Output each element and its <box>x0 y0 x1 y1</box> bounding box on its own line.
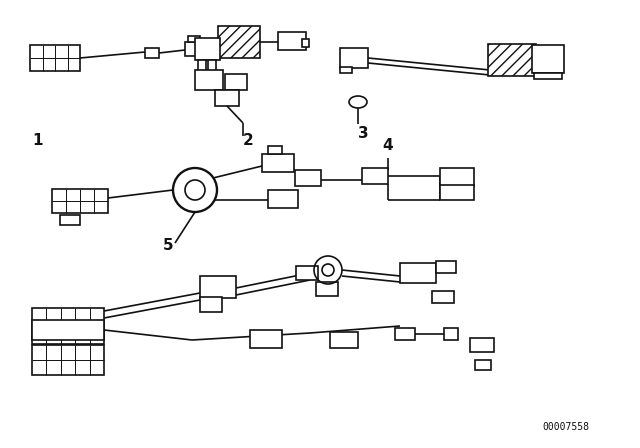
Bar <box>475 360 491 370</box>
Bar <box>432 291 454 303</box>
Bar <box>330 332 358 348</box>
Bar <box>218 26 260 58</box>
Bar <box>268 190 298 208</box>
Bar <box>268 146 282 154</box>
Bar <box>198 60 206 72</box>
Text: 5: 5 <box>163 238 173 253</box>
Bar <box>395 328 415 340</box>
Bar <box>302 39 309 47</box>
Bar <box>195 38 220 60</box>
Bar <box>250 330 282 348</box>
Bar <box>32 320 104 340</box>
Bar <box>295 170 321 186</box>
Text: 3: 3 <box>358 126 368 141</box>
Bar <box>145 48 159 58</box>
Bar <box>30 45 80 71</box>
Text: 2: 2 <box>243 133 253 148</box>
Bar <box>296 266 318 280</box>
Text: 1: 1 <box>33 133 44 148</box>
Text: 00007558: 00007558 <box>543 422 589 432</box>
Bar <box>215 90 239 106</box>
Bar <box>32 345 104 375</box>
Bar <box>488 44 536 76</box>
Bar <box>440 185 474 200</box>
Bar <box>362 168 388 184</box>
Bar <box>32 308 104 344</box>
Bar <box>470 338 494 352</box>
Bar <box>208 60 216 72</box>
Bar <box>185 42 205 56</box>
Bar <box>316 282 338 296</box>
Bar <box>532 45 564 73</box>
Bar <box>200 297 222 312</box>
Bar <box>225 74 247 90</box>
Bar <box>444 328 458 340</box>
Bar <box>52 189 108 213</box>
Bar <box>195 70 223 90</box>
Bar <box>201 46 207 53</box>
Bar <box>188 36 200 42</box>
Bar <box>200 276 236 298</box>
Bar <box>436 261 456 273</box>
Bar <box>340 67 352 73</box>
Bar <box>400 263 436 283</box>
Bar <box>278 32 306 50</box>
Bar <box>534 73 562 79</box>
Bar <box>60 215 80 225</box>
Bar <box>262 154 294 172</box>
Bar <box>440 168 474 186</box>
Bar <box>340 48 368 68</box>
Text: 4: 4 <box>383 138 394 153</box>
